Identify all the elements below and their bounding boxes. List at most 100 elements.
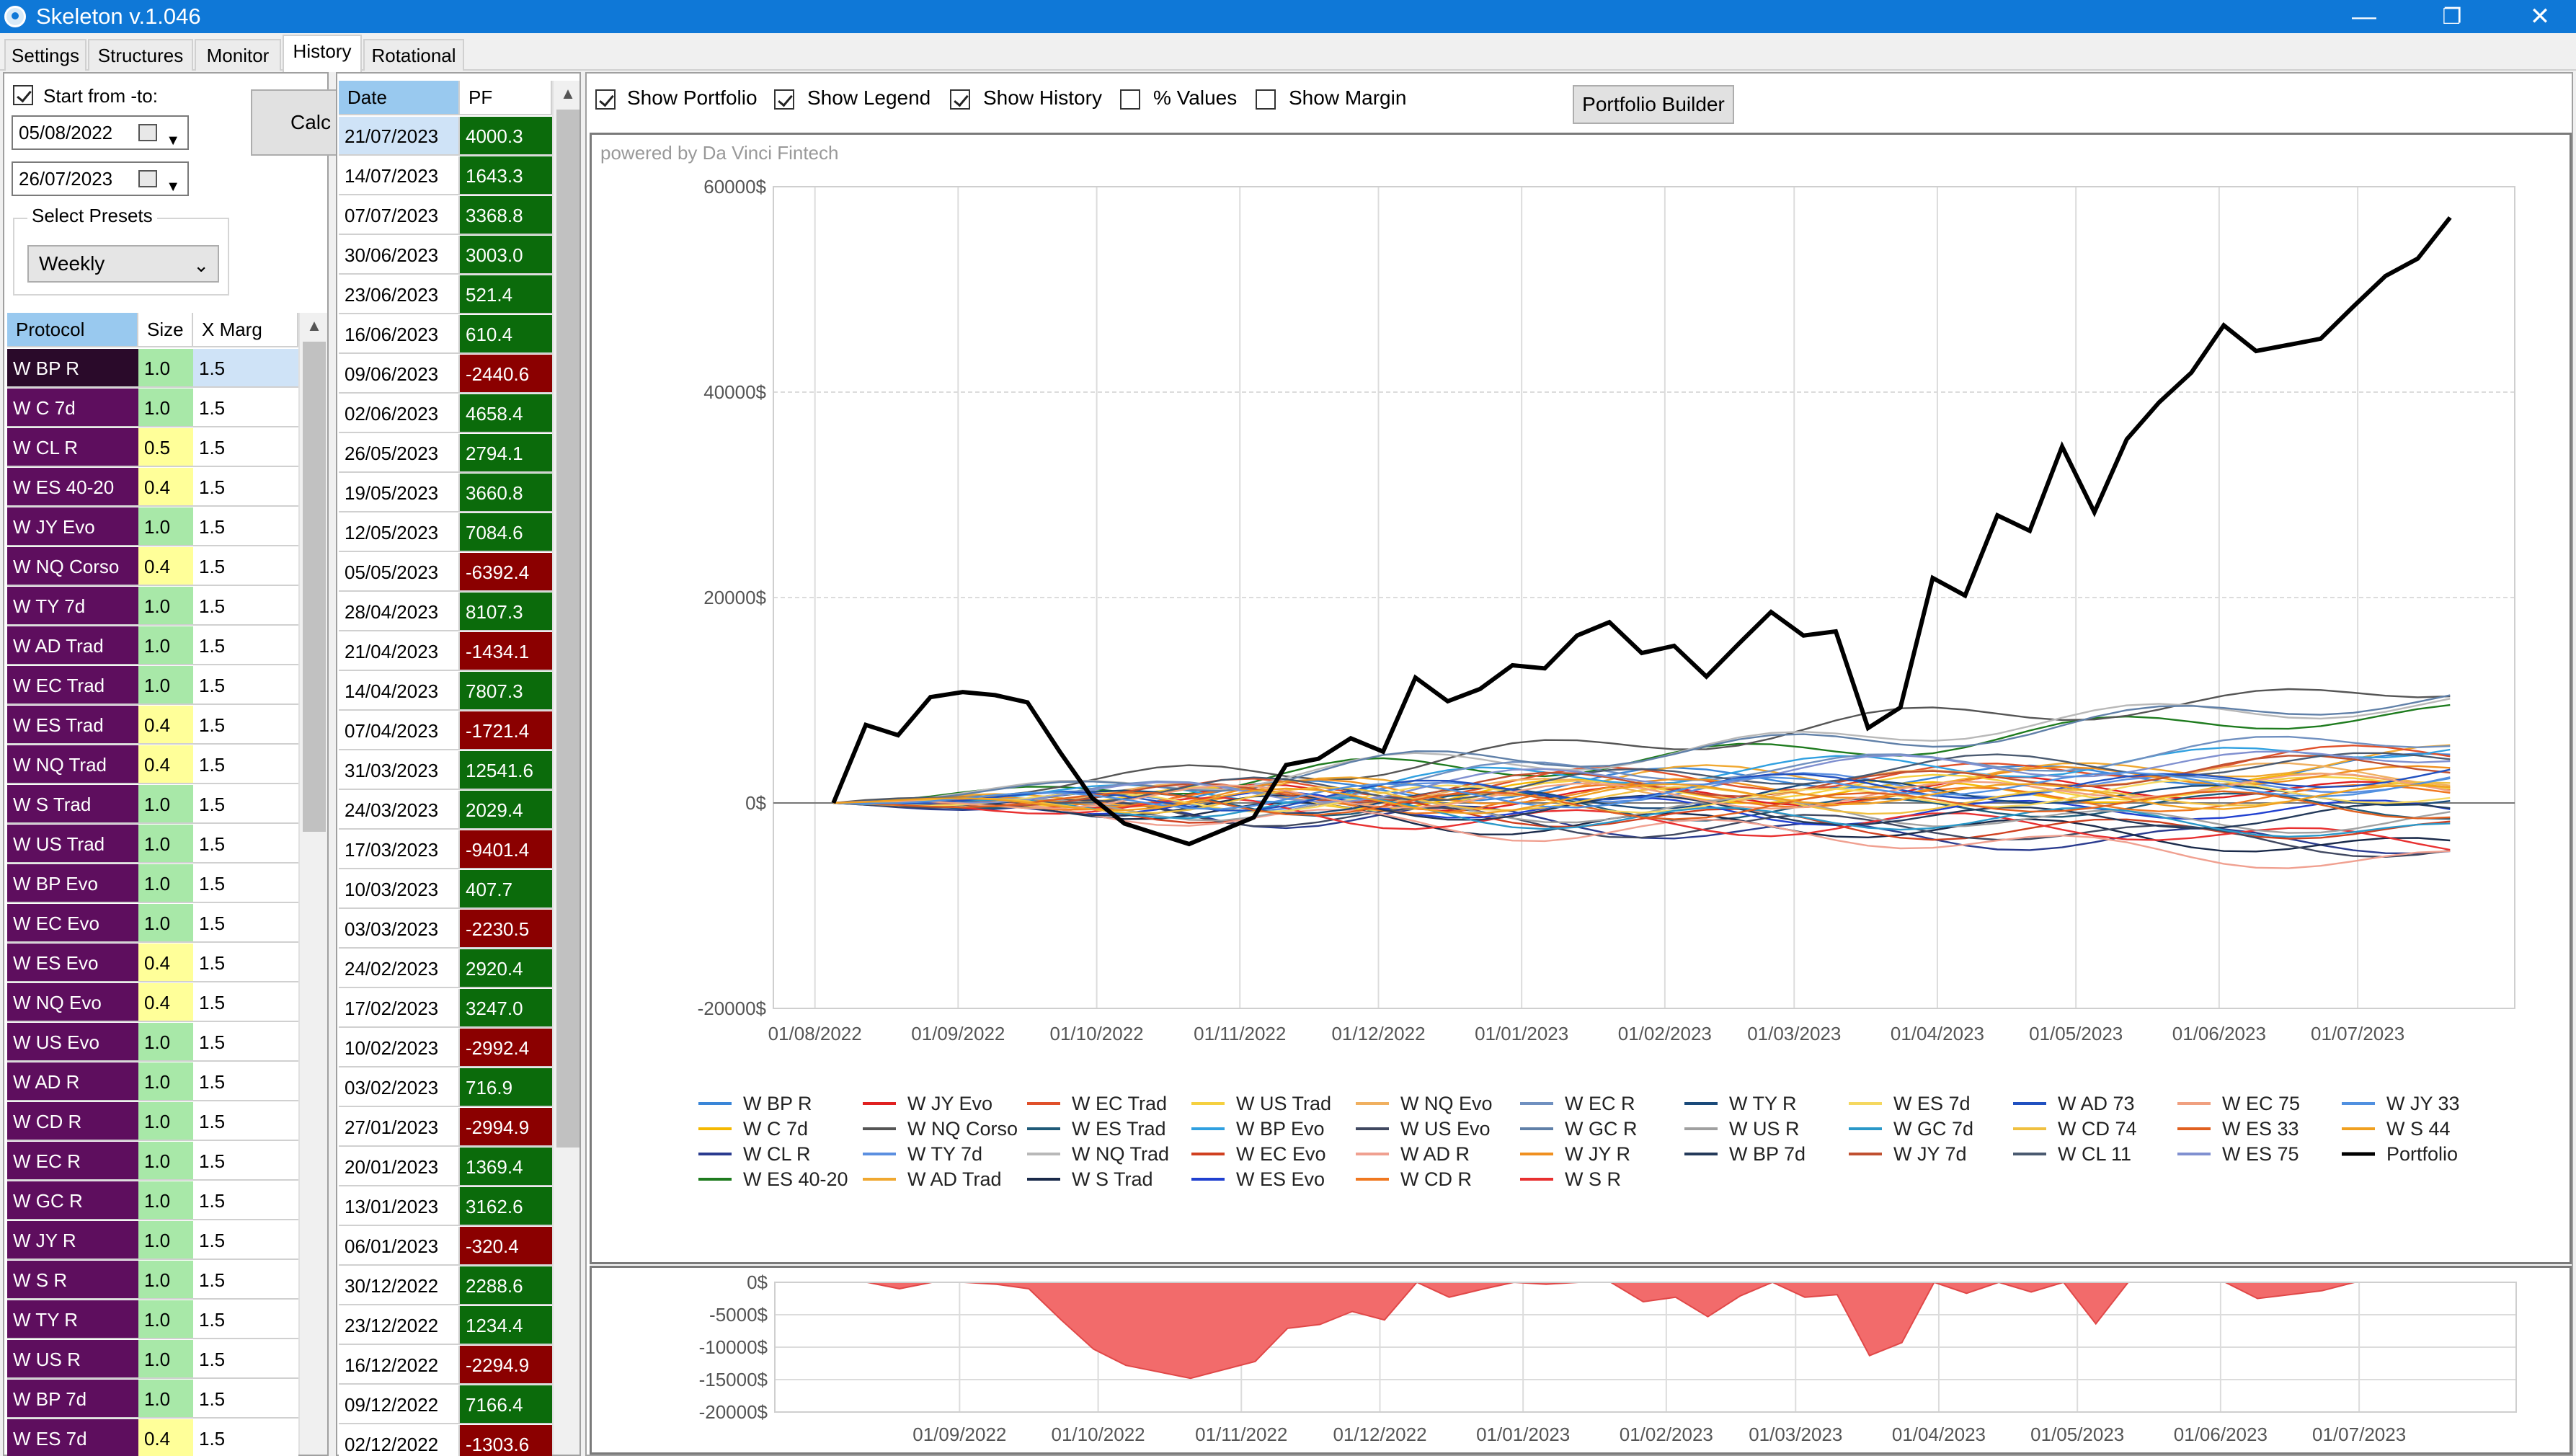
date-cell[interactable]: 20/01/2023 bbox=[339, 1148, 460, 1186]
size-cell[interactable]: 1.0 bbox=[138, 1023, 193, 1062]
date-cell[interactable]: 05/05/2023 bbox=[339, 553, 460, 592]
xmarg-cell[interactable]: 1.5 bbox=[193, 587, 298, 626]
date-cell[interactable]: 09/06/2023 bbox=[339, 355, 460, 394]
xmarg-cell[interactable]: 1.5 bbox=[193, 349, 298, 388]
history-scrollbar[interactable]: ▲ bbox=[552, 81, 579, 1455]
pf-cell[interactable]: 12541.6 bbox=[460, 751, 552, 790]
date-cell[interactable]: 16/06/2023 bbox=[339, 315, 460, 354]
pf-cell[interactable]: -1721.4 bbox=[460, 711, 552, 750]
tab-settings[interactable]: Settings bbox=[4, 39, 86, 71]
pf-cell[interactable]: 610.4 bbox=[460, 315, 552, 354]
protocol-cell[interactable]: W TY R bbox=[7, 1300, 138, 1339]
tab-history[interactable]: History bbox=[283, 35, 362, 72]
size-cell[interactable]: 0.5 bbox=[138, 428, 193, 467]
pf-cell[interactable]: 4658.4 bbox=[460, 394, 552, 433]
protocol-cell[interactable]: W US Evo bbox=[7, 1023, 138, 1062]
protocol-cell[interactable]: W US Trad bbox=[7, 825, 138, 864]
pf-cell[interactable]: 407.7 bbox=[460, 870, 552, 909]
calendar-icon[interactable] bbox=[138, 124, 157, 141]
size-cell[interactable]: 1.0 bbox=[138, 1181, 193, 1220]
pf-cell[interactable]: -2994.9 bbox=[460, 1108, 552, 1147]
pf-cell[interactable]: 2288.6 bbox=[460, 1266, 552, 1305]
protocol-cell[interactable]: W ES Evo bbox=[7, 944, 138, 982]
date-cell[interactable]: 03/02/2023 bbox=[339, 1068, 460, 1107]
date-cell[interactable]: 03/03/2023 bbox=[339, 910, 460, 949]
column-size[interactable]: Size bbox=[138, 313, 193, 347]
xmarg-cell[interactable]: 1.5 bbox=[193, 706, 298, 745]
xmarg-cell[interactable]: 1.5 bbox=[193, 428, 298, 467]
date-cell[interactable]: 12/05/2023 bbox=[339, 513, 460, 552]
xmarg-cell[interactable]: 1.5 bbox=[193, 1062, 298, 1101]
date-cell[interactable]: 27/01/2023 bbox=[339, 1108, 460, 1147]
chevron-down-icon[interactable]: ▼ bbox=[166, 179, 180, 195]
xmarg-cell[interactable]: 1.5 bbox=[193, 1380, 298, 1419]
date-cell[interactable]: 23/12/2022 bbox=[339, 1306, 460, 1345]
pf-cell[interactable]: 1643.3 bbox=[460, 156, 552, 195]
size-cell[interactable]: 1.0 bbox=[138, 825, 193, 864]
xmarg-cell[interactable]: 1.5 bbox=[193, 1300, 298, 1339]
protocol-cell[interactable]: W BP R bbox=[7, 349, 138, 388]
date-cell[interactable]: 14/04/2023 bbox=[339, 672, 460, 711]
size-cell[interactable]: 1.0 bbox=[138, 626, 193, 665]
date-cell[interactable]: 23/06/2023 bbox=[339, 275, 460, 314]
close-icon[interactable]: ✕ bbox=[2529, 3, 2551, 30]
size-cell[interactable]: 1.0 bbox=[138, 1380, 193, 1419]
pf-cell[interactable]: -1434.1 bbox=[460, 632, 552, 671]
date-cell[interactable]: 02/06/2023 bbox=[339, 394, 460, 433]
column-pf[interactable]: PF bbox=[460, 81, 552, 115]
pf-cell[interactable]: 2794.1 bbox=[460, 434, 552, 473]
xmarg-cell[interactable]: 1.5 bbox=[193, 1102, 298, 1141]
tab-monitor[interactable]: Monitor bbox=[195, 39, 281, 71]
scroll-thumb[interactable] bbox=[556, 110, 579, 1148]
xmarg-cell[interactable]: 1.5 bbox=[193, 507, 298, 546]
protocol-cell[interactable]: W BP 7d bbox=[7, 1380, 138, 1419]
pf-cell[interactable]: 1369.4 bbox=[460, 1148, 552, 1186]
protocol-cell[interactable]: W ES 7d bbox=[7, 1419, 138, 1456]
restore-icon[interactable]: ❐ bbox=[2442, 4, 2462, 29]
date-cell[interactable]: 17/03/2023 bbox=[339, 830, 460, 869]
protocol-cell[interactable]: W CD R bbox=[7, 1102, 138, 1141]
size-cell[interactable]: 1.0 bbox=[138, 666, 193, 705]
protocol-cell[interactable]: W NQ Trad bbox=[7, 745, 138, 784]
protocol-scrollbar[interactable]: ▲ bbox=[298, 313, 327, 1455]
protocol-cell[interactable]: W C 7d bbox=[7, 389, 138, 427]
size-cell[interactable]: 1.0 bbox=[138, 785, 193, 824]
presets-select[interactable]: Weekly ⌄ bbox=[27, 245, 219, 283]
pct-values-checkbox[interactable] bbox=[1120, 89, 1140, 110]
column-xmarg[interactable]: X Marg bbox=[193, 313, 298, 347]
pf-cell[interactable]: -2440.6 bbox=[460, 355, 552, 394]
size-cell[interactable]: 1.0 bbox=[138, 507, 193, 546]
pf-cell[interactable]: 521.4 bbox=[460, 275, 552, 314]
size-cell[interactable]: 1.0 bbox=[138, 349, 193, 388]
protocol-cell[interactable]: W NQ Corso bbox=[7, 547, 138, 586]
show-history-checkbox[interactable] bbox=[950, 89, 970, 110]
xmarg-cell[interactable]: 1.5 bbox=[193, 944, 298, 982]
pf-cell[interactable]: -320.4 bbox=[460, 1227, 552, 1266]
size-cell[interactable]: 1.0 bbox=[138, 587, 193, 626]
pf-cell[interactable]: -1303.6 bbox=[460, 1425, 552, 1456]
xmarg-cell[interactable]: 1.5 bbox=[193, 666, 298, 705]
pf-cell[interactable]: 3247.0 bbox=[460, 989, 552, 1028]
protocol-cell[interactable]: W S R bbox=[7, 1261, 138, 1300]
date-cell[interactable]: 09/12/2022 bbox=[339, 1385, 460, 1424]
date-cell[interactable]: 21/04/2023 bbox=[339, 632, 460, 671]
xmarg-cell[interactable]: 1.5 bbox=[193, 904, 298, 943]
size-cell[interactable]: 1.0 bbox=[138, 1142, 193, 1181]
size-cell[interactable]: 1.0 bbox=[138, 389, 193, 427]
xmarg-cell[interactable]: 1.5 bbox=[193, 983, 298, 1022]
date-cell[interactable]: 31/03/2023 bbox=[339, 751, 460, 790]
size-cell[interactable]: 1.0 bbox=[138, 904, 193, 943]
column-date[interactable]: Date bbox=[339, 81, 460, 115]
pf-cell[interactable]: 2920.4 bbox=[460, 949, 552, 988]
pf-cell[interactable]: 8107.3 bbox=[460, 592, 552, 631]
protocol-cell[interactable]: W EC R bbox=[7, 1142, 138, 1181]
date-cell[interactable]: 07/04/2023 bbox=[339, 711, 460, 750]
size-cell[interactable]: 1.0 bbox=[138, 1261, 193, 1300]
date-cell[interactable]: 13/01/2023 bbox=[339, 1187, 460, 1226]
protocol-cell[interactable]: W AD R bbox=[7, 1062, 138, 1101]
date-cell[interactable]: 30/06/2023 bbox=[339, 236, 460, 275]
date-cell[interactable]: 21/07/2023 bbox=[339, 117, 460, 156]
protocol-cell[interactable]: W US R bbox=[7, 1340, 138, 1379]
scroll-up-icon[interactable]: ▲ bbox=[560, 84, 576, 102]
xmarg-cell[interactable]: 1.5 bbox=[193, 1340, 298, 1379]
